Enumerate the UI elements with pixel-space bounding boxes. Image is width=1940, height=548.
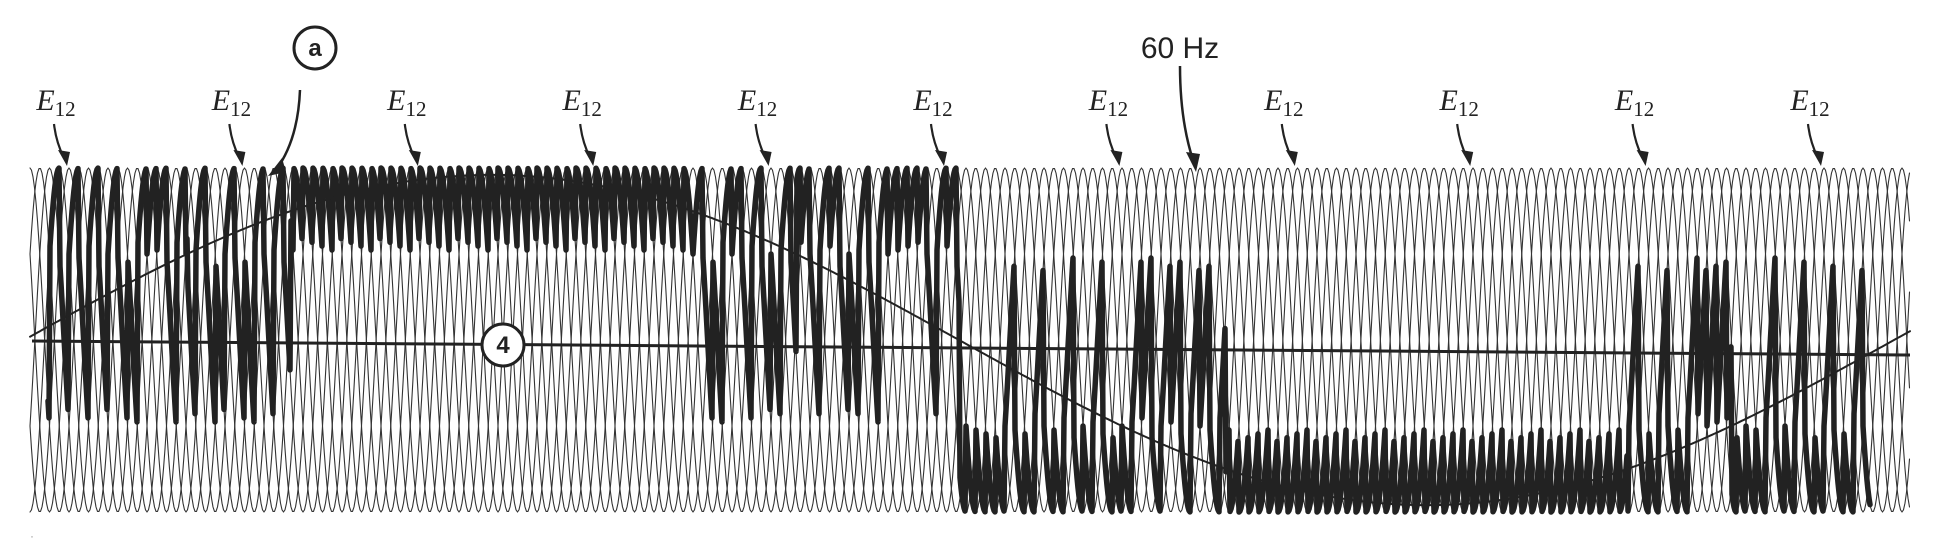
fundamental-60hz-curve bbox=[29, 173, 1911, 507]
pulse-label-6: E12 bbox=[912, 84, 953, 166]
svg-text:E12: E12 bbox=[1439, 84, 1479, 121]
pulse-label-10: E12 bbox=[1614, 84, 1654, 166]
svg-text:E12: E12 bbox=[1614, 84, 1654, 121]
svg-text:E12: E12 bbox=[737, 84, 777, 121]
pulse-labels: E12 E12 E12 E12 E12 E12 E12 E12 E12 E12 E12 bbox=[35, 84, 1830, 166]
pulse-label-4: E12 bbox=[562, 84, 602, 166]
frequency-label: 60 Hz bbox=[1141, 32, 1219, 65]
svg-text:E12: E12 bbox=[211, 84, 251, 121]
pulse-label-8: E12 bbox=[1263, 84, 1303, 166]
svg-text:E12: E12 bbox=[1789, 84, 1829, 121]
marker-4-label: 4 bbox=[496, 332, 510, 359]
line-voltage-wave-1 bbox=[29, 167, 1911, 512]
svg-text:E12: E12 bbox=[35, 84, 75, 121]
line-voltage-wave-6 bbox=[29, 168, 1911, 513]
pulse-label-9: E12 bbox=[1439, 84, 1479, 166]
corner-mark: · bbox=[30, 529, 34, 543]
svg-text:E12: E12 bbox=[562, 84, 602, 121]
fundamental-curve bbox=[29, 173, 1911, 507]
svg-text:E12: E12 bbox=[386, 84, 426, 121]
pulse-label-3: E12 bbox=[386, 84, 426, 166]
marker-a: a bbox=[268, 25, 338, 176]
svg-text:E12: E12 bbox=[1263, 84, 1303, 121]
pulse-label-2: E12 bbox=[211, 84, 251, 166]
pulse-label-11: E12 bbox=[1789, 84, 1830, 166]
svg-text:E12: E12 bbox=[1088, 84, 1128, 121]
pulse-label-5: E12 bbox=[737, 84, 777, 166]
zero-axis bbox=[31, 339, 1911, 357]
svg-text:E12: E12 bbox=[912, 84, 952, 121]
frequency-annotation: 60 Hz bbox=[1141, 32, 1219, 172]
pulse-label-1: E12 bbox=[35, 84, 76, 166]
pulse-label-7: E12 bbox=[1088, 84, 1128, 166]
marker-4: 4 bbox=[480, 322, 526, 368]
marker-a-label: a bbox=[308, 35, 322, 62]
zero-axis-line bbox=[31, 339, 1911, 357]
